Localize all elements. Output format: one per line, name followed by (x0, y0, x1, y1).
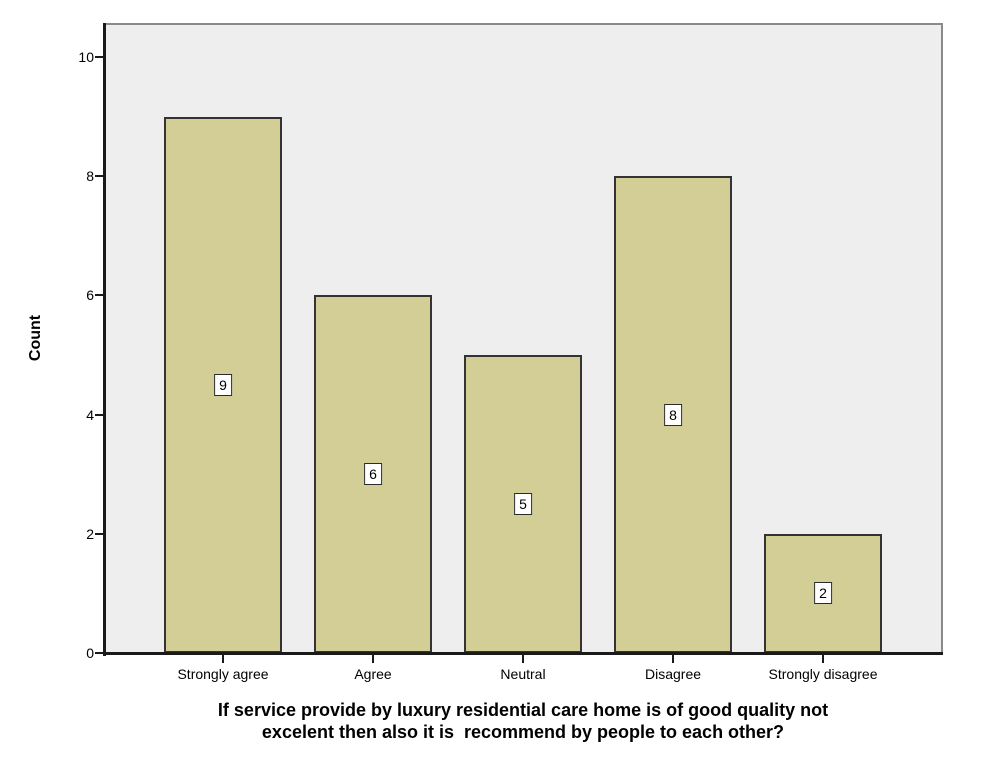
x-axis-tick (222, 655, 224, 663)
x-axis-tick (672, 655, 674, 663)
y-axis-tick-label: 4 (86, 406, 94, 423)
x-axis-tick (372, 655, 374, 663)
x-axis-tick (822, 655, 824, 663)
y-axis-tick (95, 56, 104, 58)
y-axis-tick-label: 8 (86, 168, 94, 185)
x-axis-line (103, 652, 943, 655)
y-axis-tick-label: 2 (86, 525, 94, 542)
y-axis-tick (95, 294, 104, 297)
bar-value-label-strongly-disagree: 2 (814, 582, 832, 605)
x-axis-tick-label-strongly-disagree: Strongly disagree (768, 666, 878, 682)
plot-border-right (941, 23, 943, 653)
y-axis-tick (95, 652, 104, 654)
bar-value-label-neutral: 5 (514, 493, 532, 515)
y-axis-tick (95, 175, 104, 178)
y-axis-tick-label: 0 (86, 645, 94, 661)
y-axis-tick (95, 413, 104, 416)
plot-border-top (104, 23, 943, 25)
y-axis-title: Count (27, 314, 44, 362)
bar-value-label-agree: 6 (364, 463, 382, 486)
y-axis-line (103, 23, 106, 656)
y-axis-tick (95, 532, 104, 535)
y-axis-tick-label: 10 (78, 49, 94, 65)
bar-value-label-strongly-agree: 9 (214, 373, 232, 396)
x-axis-tick-label-agree: Agree (354, 666, 392, 682)
bar-value-label-disagree: 8 (664, 403, 682, 426)
x-axis-tick (522, 655, 524, 663)
x-axis-title: If service provide by luxury residential… (217, 700, 829, 742)
x-axis-tick-label-disagree: Disagree (644, 666, 702, 682)
x-axis-tick-label-strongly-agree: Strongly agree (177, 666, 269, 682)
x-axis-tick-label-neutral: Neutral (500, 666, 546, 682)
y-axis-tick-label: 6 (86, 287, 94, 304)
